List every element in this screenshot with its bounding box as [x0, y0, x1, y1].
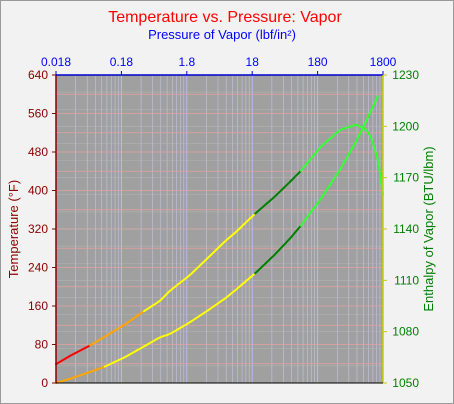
y-left-tick-label: 560 — [28, 107, 48, 121]
y-left-tick-label: 0 — [41, 376, 48, 390]
series-layer — [55, 95, 384, 384]
series-right-segment-2 — [143, 212, 257, 313]
series-right-segment-3 — [254, 169, 302, 215]
x-tick-label: 180 — [308, 55, 328, 69]
series-left-segment-3 — [299, 95, 379, 227]
y-left-tick-label: 160 — [28, 299, 48, 313]
right-axis-title: Enthalpy of Vapor (BTU/lbm) — [421, 146, 436, 311]
y-left-tick-label: 480 — [28, 145, 48, 159]
tick-labels: 0.018 0.18 1.8 18 180 1800 0 80 160 240 320 400 480 5… — [28, 55, 419, 390]
y-right-tick-label: 1170 — [393, 171, 419, 185]
y-right-tick-label: 1050 — [392, 376, 419, 390]
series-right-segment-4 — [299, 123, 384, 196]
grid — [55, 74, 383, 384]
series-left-segment-1 — [103, 272, 257, 368]
y-left-tick-label: 240 — [28, 261, 48, 275]
x-tick-label: 0.18 — [110, 55, 134, 69]
y-left-tick-label: 400 — [28, 184, 48, 198]
y-right-tick-label: 1110 — [394, 273, 419, 287]
left-axis-title: Temperature (°F) — [6, 180, 21, 278]
series-left-segment-0 — [55, 365, 106, 384]
y-left-tick-label: 320 — [28, 222, 48, 236]
y-right-tick-label: 1140 — [393, 222, 419, 236]
x-tick-label: 0.018 — [41, 55, 71, 69]
x-axis-title: Pressure of Vapor (lbf/in²) — [148, 27, 296, 42]
x-tick-label: 18 — [246, 55, 260, 69]
series-right-segment-1 — [89, 310, 146, 347]
series-right-segment-0 — [55, 344, 92, 366]
series-left-segment-2 — [254, 224, 302, 275]
y-right-tick-label: 1200 — [392, 119, 419, 133]
y-right-tick-label: 1230 — [392, 68, 419, 82]
y-left-tick-label: 640 — [28, 68, 48, 82]
y-right-tick-label: 1080 — [392, 325, 419, 339]
x-tick-label: 1.8 — [178, 55, 195, 69]
chart-title: Temperature vs. Pressure: Vapor — [108, 9, 342, 26]
y-left-tick-label: 80 — [35, 338, 49, 352]
x-tick-label: 1800 — [370, 55, 397, 69]
